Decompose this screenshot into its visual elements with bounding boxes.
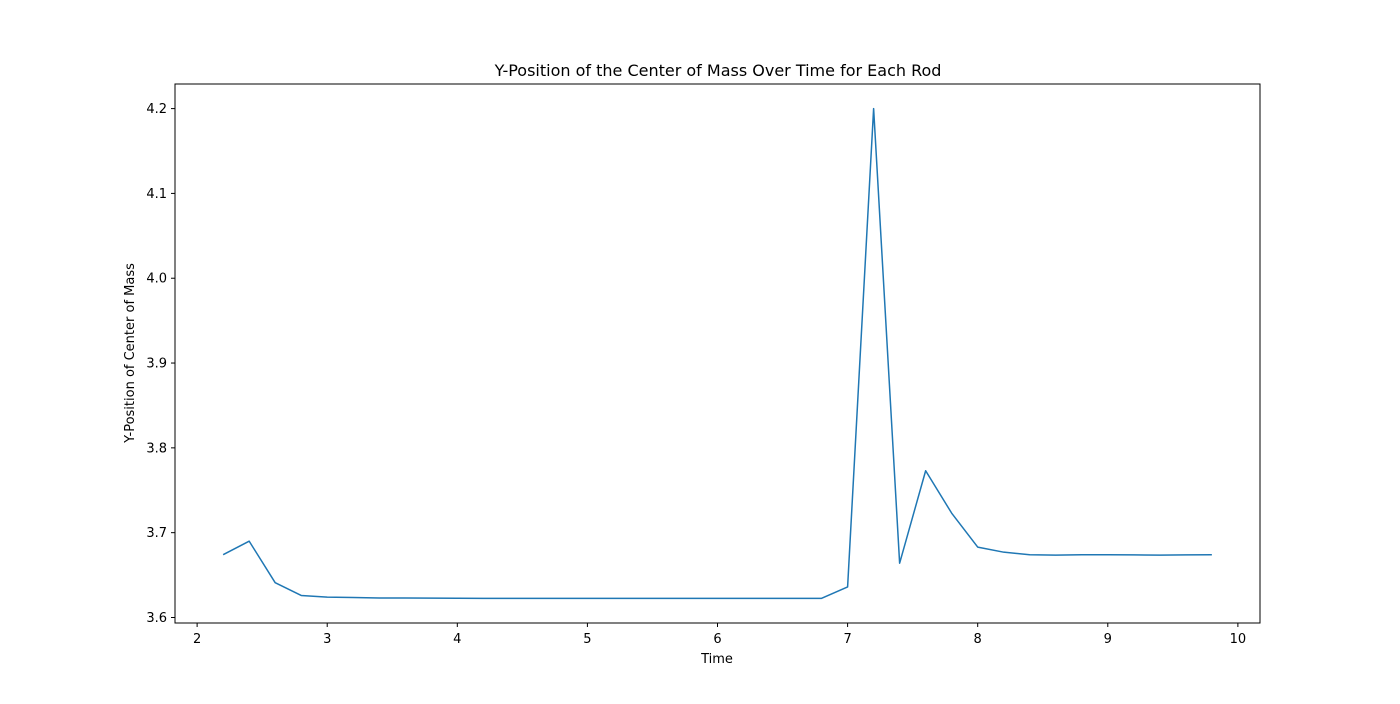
y-tick-label: 4.0: [146, 272, 167, 287]
y-tick-label: 3.8: [146, 441, 167, 456]
y-tick-label: 4.2: [146, 102, 167, 117]
plot-area-frame: [174, 83, 1261, 624]
chart-title: Y-Position of the Center of Mass Over Ti…: [494, 61, 942, 80]
x-tick-label: 10: [1230, 632, 1247, 647]
y-axis-label: Y-Position of Center of Mass: [123, 263, 138, 444]
x-tick-label: 6: [713, 632, 721, 647]
y-tick-label: 3.6: [146, 611, 167, 626]
y-tick-label: 3.7: [146, 526, 167, 541]
x-tick-label: 5: [583, 632, 591, 647]
x-tick-label: 3: [323, 632, 331, 647]
x-tick-label: 8: [974, 632, 982, 647]
y-tick-label: 3.9: [146, 357, 167, 372]
x-tick-label: 2: [193, 632, 201, 647]
x-axis-label: Time: [700, 652, 733, 667]
y-tick-label: 4.1: [146, 187, 167, 202]
x-tick-label: 7: [843, 632, 851, 647]
series-line: [222, 107, 1212, 600]
x-tick-label: 9: [1104, 632, 1112, 647]
series-layer: [222, 107, 1212, 600]
x-tick-label: 4: [453, 632, 461, 647]
ticks-layer: 2 3 4 5 6 7 8 9 10 3.6 3.7 3.8 3.9 4.0 4.1 4.2: [146, 102, 1246, 647]
